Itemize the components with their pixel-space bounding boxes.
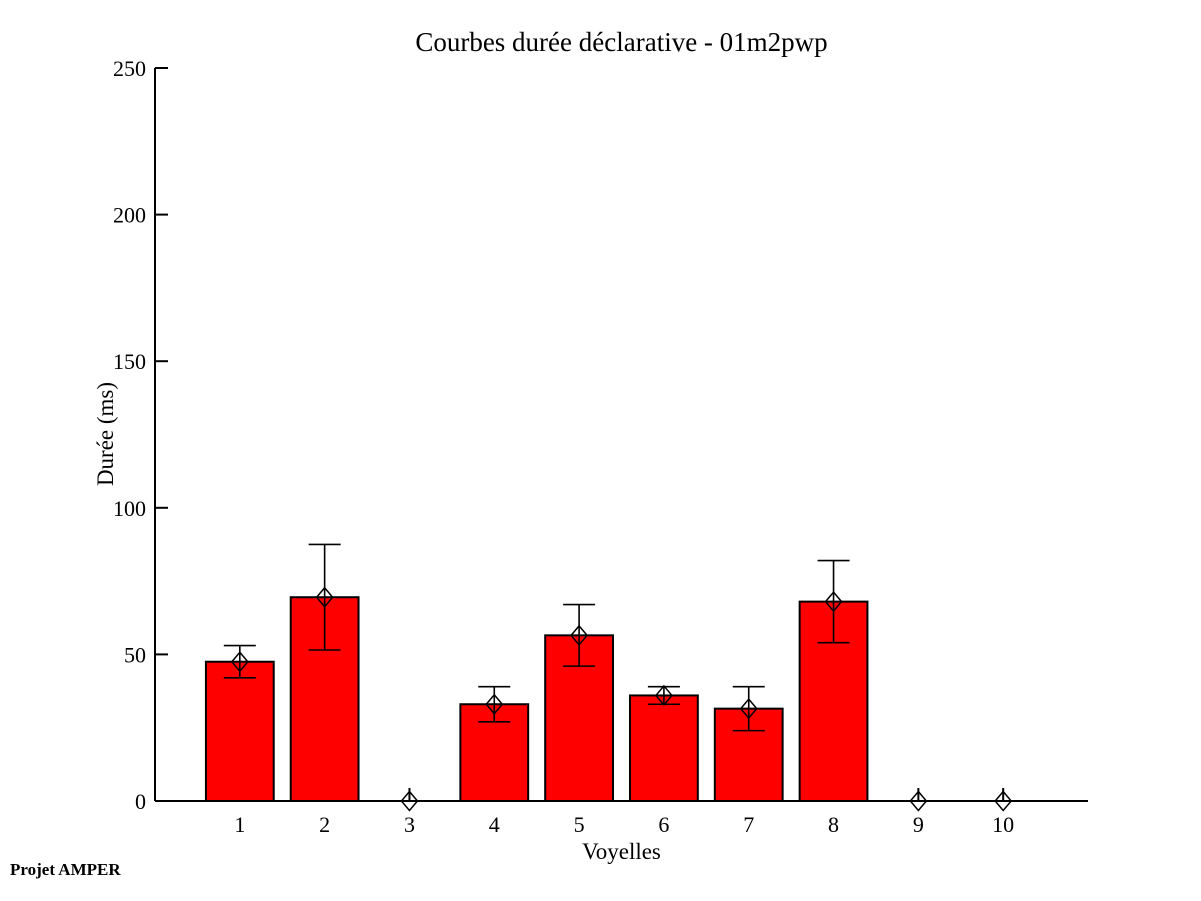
marker-diamond (485, 693, 504, 715)
y-tick-label: 200 (113, 203, 146, 228)
marker-diamond (824, 590, 843, 613)
x-tick-label: 7 (743, 812, 754, 837)
x-tick-label: 1 (234, 812, 245, 837)
x-tick-label: 5 (574, 812, 585, 837)
x-axis-label: Voyelles (582, 839, 661, 864)
x-tick-label: 2 (319, 812, 330, 837)
marker-diamond (994, 790, 1013, 812)
x-tick-label: 10 (992, 812, 1014, 837)
y-tick-label: 50 (124, 642, 146, 667)
marker-diamond (400, 790, 419, 812)
marker-diamond (230, 651, 249, 673)
marker-diamond (739, 697, 758, 720)
footer-annotation: Projet AMPER (10, 860, 121, 879)
x-tick-label: 4 (489, 812, 500, 837)
bar-voyelle-1 (204, 660, 275, 802)
marker-diamond (654, 684, 673, 707)
x-tick-label: 8 (828, 812, 839, 837)
y-tick-label: 250 (113, 56, 146, 81)
y-tick-label: 100 (113, 496, 146, 521)
marker-diamond (909, 790, 928, 812)
bar-voyelle-6 (629, 694, 699, 802)
y-tick-label: 0 (135, 789, 146, 814)
x-tick-label: 6 (658, 812, 669, 837)
chart-title: Courbes durée déclarative - 01m2pwp (415, 27, 828, 57)
x-tick-label: 9 (913, 812, 924, 837)
marker-diamond (315, 586, 334, 608)
y-tick-label: 150 (113, 349, 146, 374)
x-tick-label: 3 (404, 812, 415, 837)
marker-diamond (570, 624, 589, 647)
